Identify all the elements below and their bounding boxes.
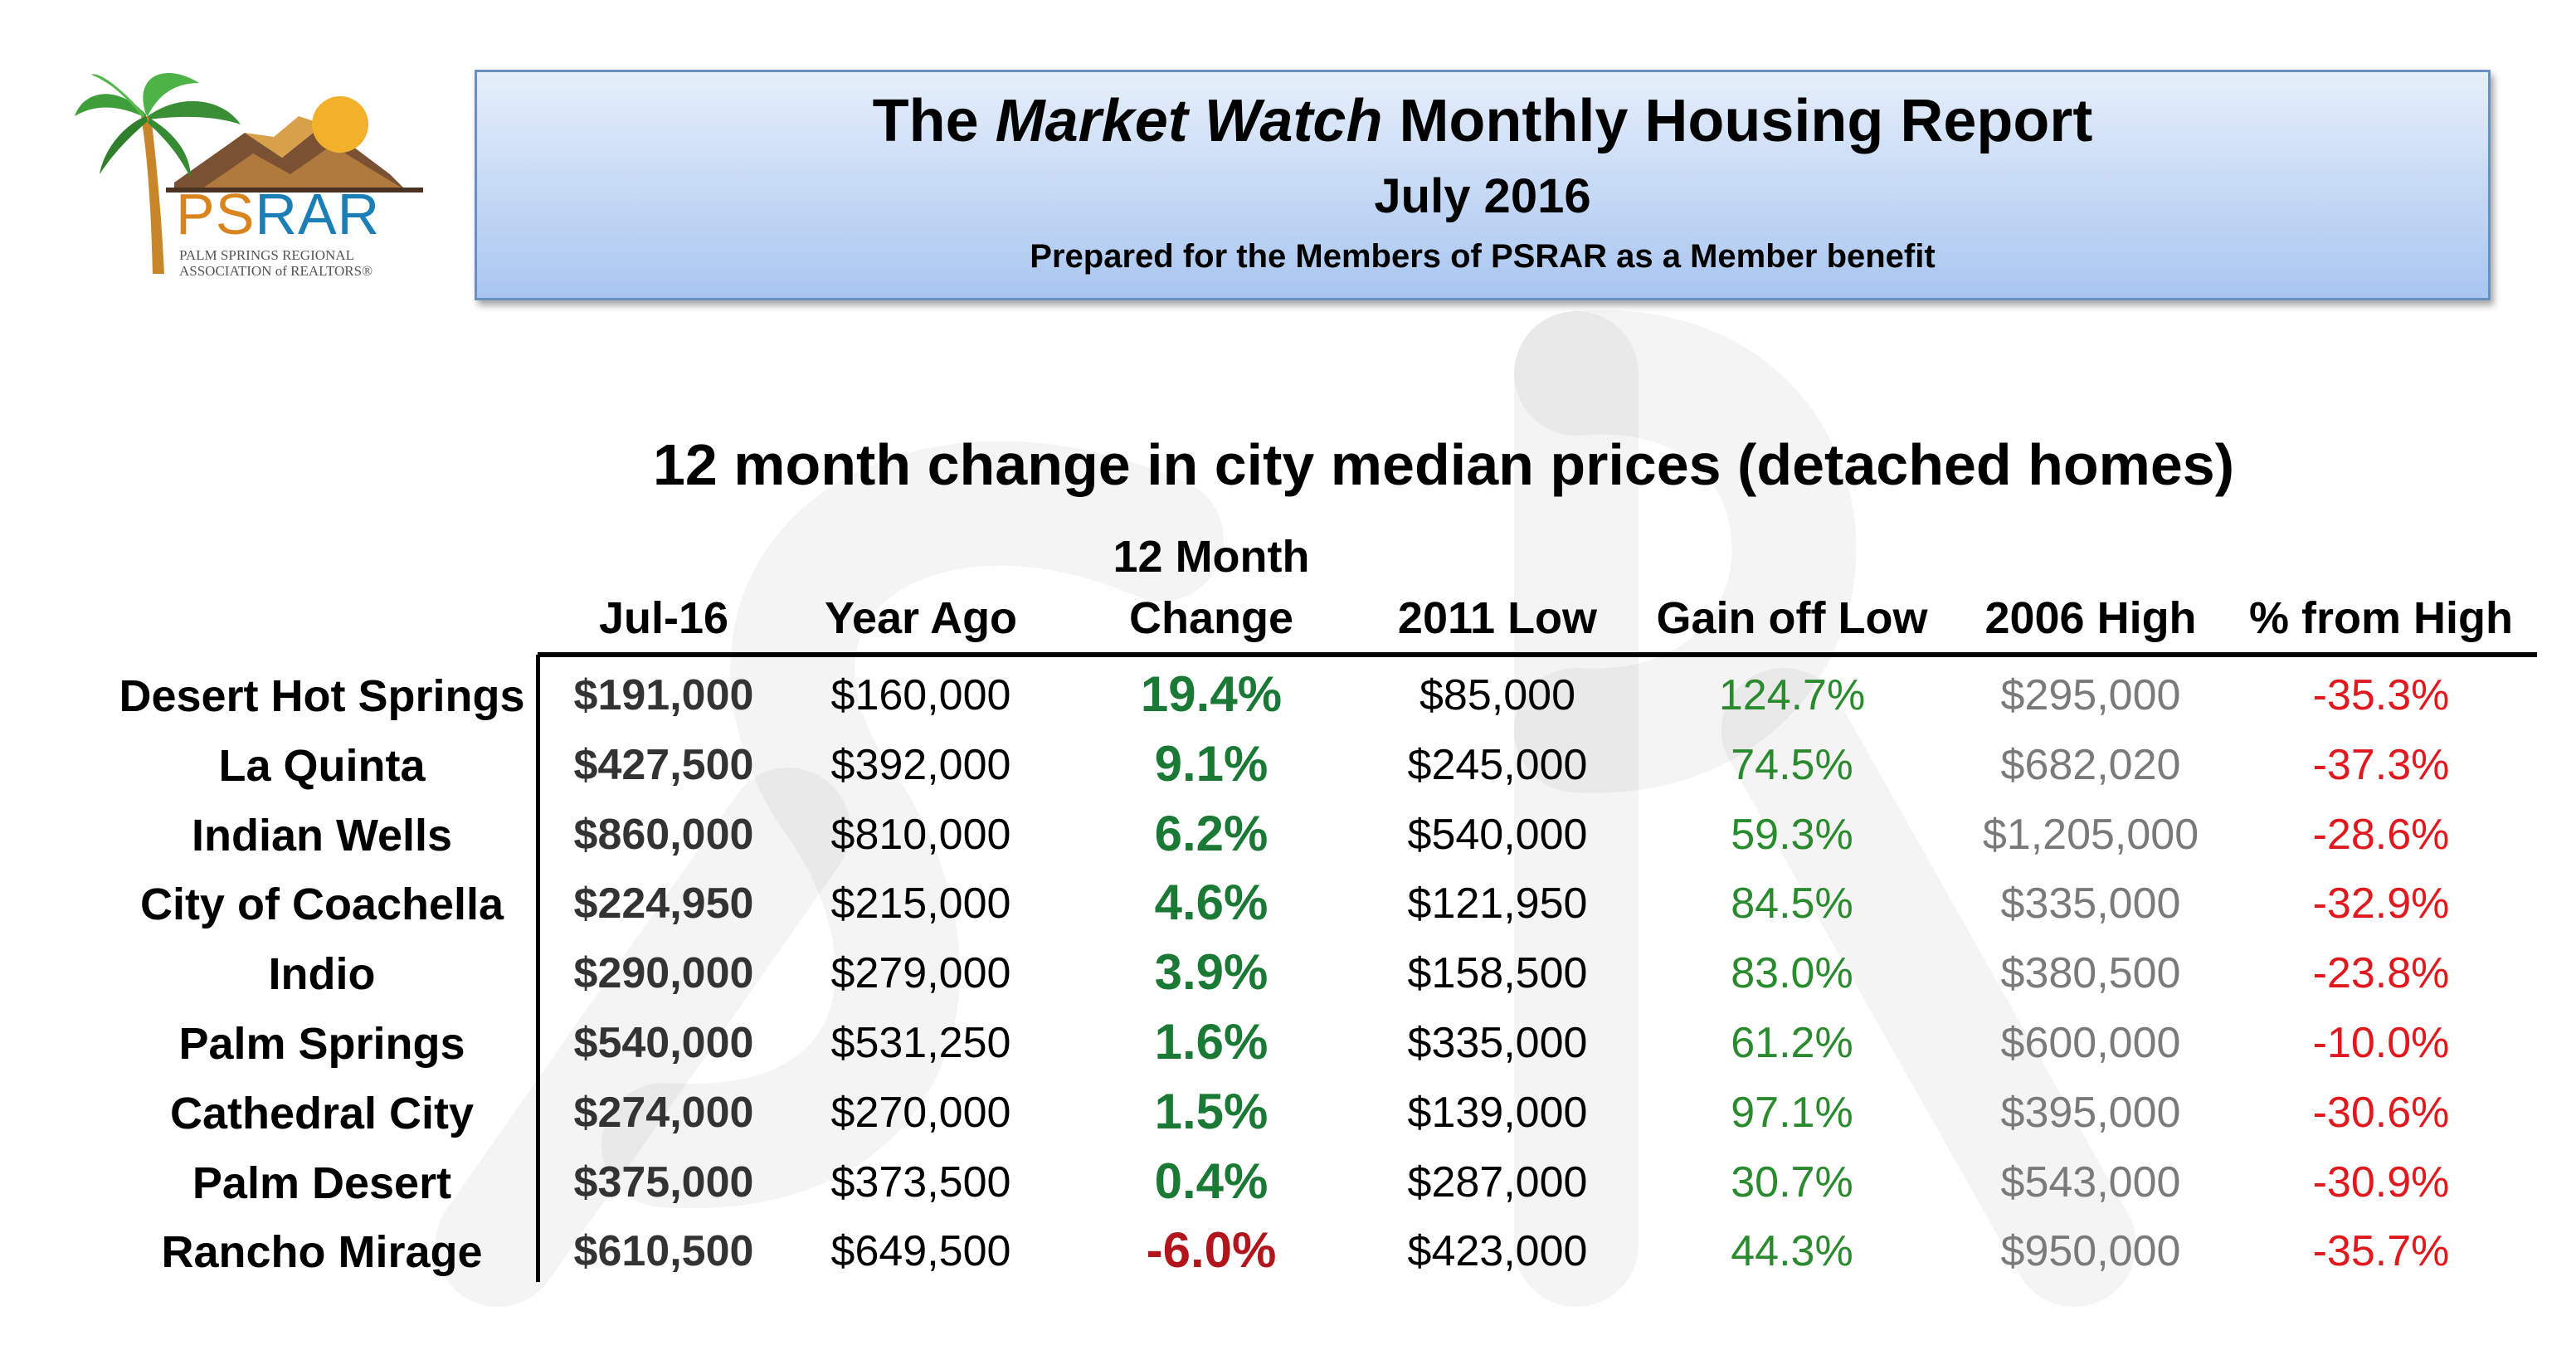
cell-ago: $531,250	[830, 1019, 1011, 1067]
cell-low: $121,950	[1407, 880, 1588, 929]
cell-high: $395,000	[2000, 1088, 2181, 1137]
row-city-name: City of Coachella	[139, 880, 504, 930]
cell-jul: $191,000	[573, 671, 754, 719]
cell-pct: -30.9%	[2312, 1158, 2450, 1206]
cell-chg: 9.1%	[1154, 735, 1269, 792]
city-divider	[536, 655, 540, 1282]
logo-association-name: PALM SPRINGS REGIONAL ASSOCIATION of REA…	[179, 247, 373, 279]
cell-pct: -28.6%	[2312, 810, 2450, 859]
row-city-name: Palm Springs	[178, 1019, 465, 1069]
cell-pct: -35.7%	[2312, 1227, 2450, 1276]
cell-pct: -35.3%	[2312, 671, 2450, 719]
header-divider	[538, 652, 2537, 657]
cell-jul: $610,500	[573, 1227, 754, 1276]
row-city-name: Rancho Mirage	[161, 1227, 483, 1278]
row-city-name: Desert Hot Springs	[119, 671, 525, 721]
cell-gain: 74.5%	[1731, 740, 1853, 789]
cell-low: $335,000	[1407, 1019, 1588, 1067]
cell-low: $540,000	[1407, 810, 1588, 859]
cell-jul: $540,000	[573, 1019, 754, 1067]
cell-ago: $392,000	[830, 740, 1011, 789]
cell-pct: -30.6%	[2312, 1088, 2450, 1137]
report-header-banner: The Market Watch Monthly Housing Report …	[475, 70, 2491, 300]
col-header-pct-from-high: % from High	[2249, 593, 2513, 643]
cell-high: $682,020	[2000, 740, 2181, 789]
row-city-name: Cathedral City	[169, 1088, 475, 1138]
cell-chg: 0.4%	[1154, 1153, 1269, 1209]
report-title: The Market Watch Monthly Housing Report	[872, 88, 2093, 154]
cell-gain: 124.7%	[1718, 671, 1866, 719]
cell-low: $245,000	[1407, 740, 1588, 789]
cell-low: $85,000	[1419, 671, 1575, 719]
cell-high: $335,000	[2000, 880, 2181, 929]
cell-ago: $810,000	[830, 810, 1011, 859]
cell-high: $1,205,000	[1982, 810, 2199, 859]
cell-ago: $373,500	[830, 1158, 1011, 1206]
col-header-gain-off-low: Gain off Low	[1656, 593, 1928, 643]
cell-jul: $274,000	[573, 1088, 754, 1137]
cell-ago: $215,000	[830, 880, 1011, 929]
cell-high: $295,000	[2000, 671, 2181, 719]
cell-chg: 1.5%	[1154, 1083, 1269, 1139]
cell-chg: 19.4%	[1140, 666, 1283, 722]
psrar-wordmark: PSRAR	[176, 182, 381, 246]
cell-gain: 59.3%	[1731, 810, 1853, 859]
col-header-12-month-change: 12 Month Change	[1113, 532, 1310, 643]
col-header-jul: Jul-16	[598, 593, 729, 643]
row-city-name: Indian Wells	[191, 810, 453, 860]
report-subtitle: Prepared for the Members of PSRAR as a M…	[1030, 238, 1936, 275]
cell-pct: -37.3%	[2312, 740, 2450, 789]
cell-ago: $160,000	[830, 671, 1011, 719]
cell-jul: $290,000	[573, 949, 754, 998]
cell-pct: -23.8%	[2312, 949, 2450, 998]
cell-jul: $375,000	[573, 1158, 754, 1206]
cell-gain: 84.5%	[1731, 880, 1853, 929]
cell-chg: 3.9%	[1154, 944, 1269, 1001]
cell-gain: 44.3%	[1731, 1227, 1853, 1276]
cell-low: $139,000	[1407, 1088, 1588, 1137]
col-header-year-ago: Year Ago	[824, 593, 1018, 643]
col-header-2006-high: 2006 High	[1984, 593, 2197, 643]
cell-gain: 30.7%	[1731, 1158, 1853, 1206]
row-city-name: Indio	[268, 949, 376, 1000]
cell-jul: $427,500	[573, 740, 754, 789]
cell-chg: 1.6%	[1154, 1014, 1269, 1070]
cell-pct: -32.9%	[2312, 880, 2450, 929]
cell-low: $423,000	[1407, 1227, 1588, 1276]
palm-tree-logo-icon	[75, 73, 423, 274]
cell-chg: 4.6%	[1154, 875, 1269, 931]
cell-low: $158,500	[1407, 949, 1588, 998]
cell-jul: $860,000	[573, 810, 754, 859]
cell-high: $543,000	[2000, 1158, 2181, 1206]
cell-pct: -10.0%	[2312, 1019, 2450, 1067]
cell-chg: -6.0%	[1146, 1222, 1277, 1279]
cell-ago: $649,500	[830, 1227, 1011, 1276]
row-city-name: Palm Desert	[192, 1158, 452, 1208]
cell-chg: 6.2%	[1154, 805, 1269, 861]
cell-high: $600,000	[2000, 1019, 2181, 1067]
cell-low: $287,000	[1407, 1158, 1588, 1206]
cell-high: $380,500	[2000, 949, 2181, 998]
row-city-name: La Quinta	[218, 740, 426, 791]
cell-gain: 97.1%	[1731, 1088, 1853, 1137]
cell-ago: $279,000	[830, 949, 1011, 998]
cell-high: $950,000	[2000, 1227, 2181, 1276]
cell-gain: 61.2%	[1731, 1019, 1853, 1067]
cell-jul: $224,950	[573, 880, 754, 929]
section-title: 12 month change in city median prices (d…	[652, 432, 2235, 497]
psrar-logo: PSRAR PALM SPRINGS REGIONAL ASSOCIATION …	[75, 66, 431, 290]
col-header-2011-low: 2011 Low	[1397, 593, 1598, 643]
report-date: July 2016	[1374, 169, 1591, 223]
cell-gain: 83.0%	[1731, 949, 1853, 998]
cell-ago: $270,000	[830, 1088, 1011, 1137]
